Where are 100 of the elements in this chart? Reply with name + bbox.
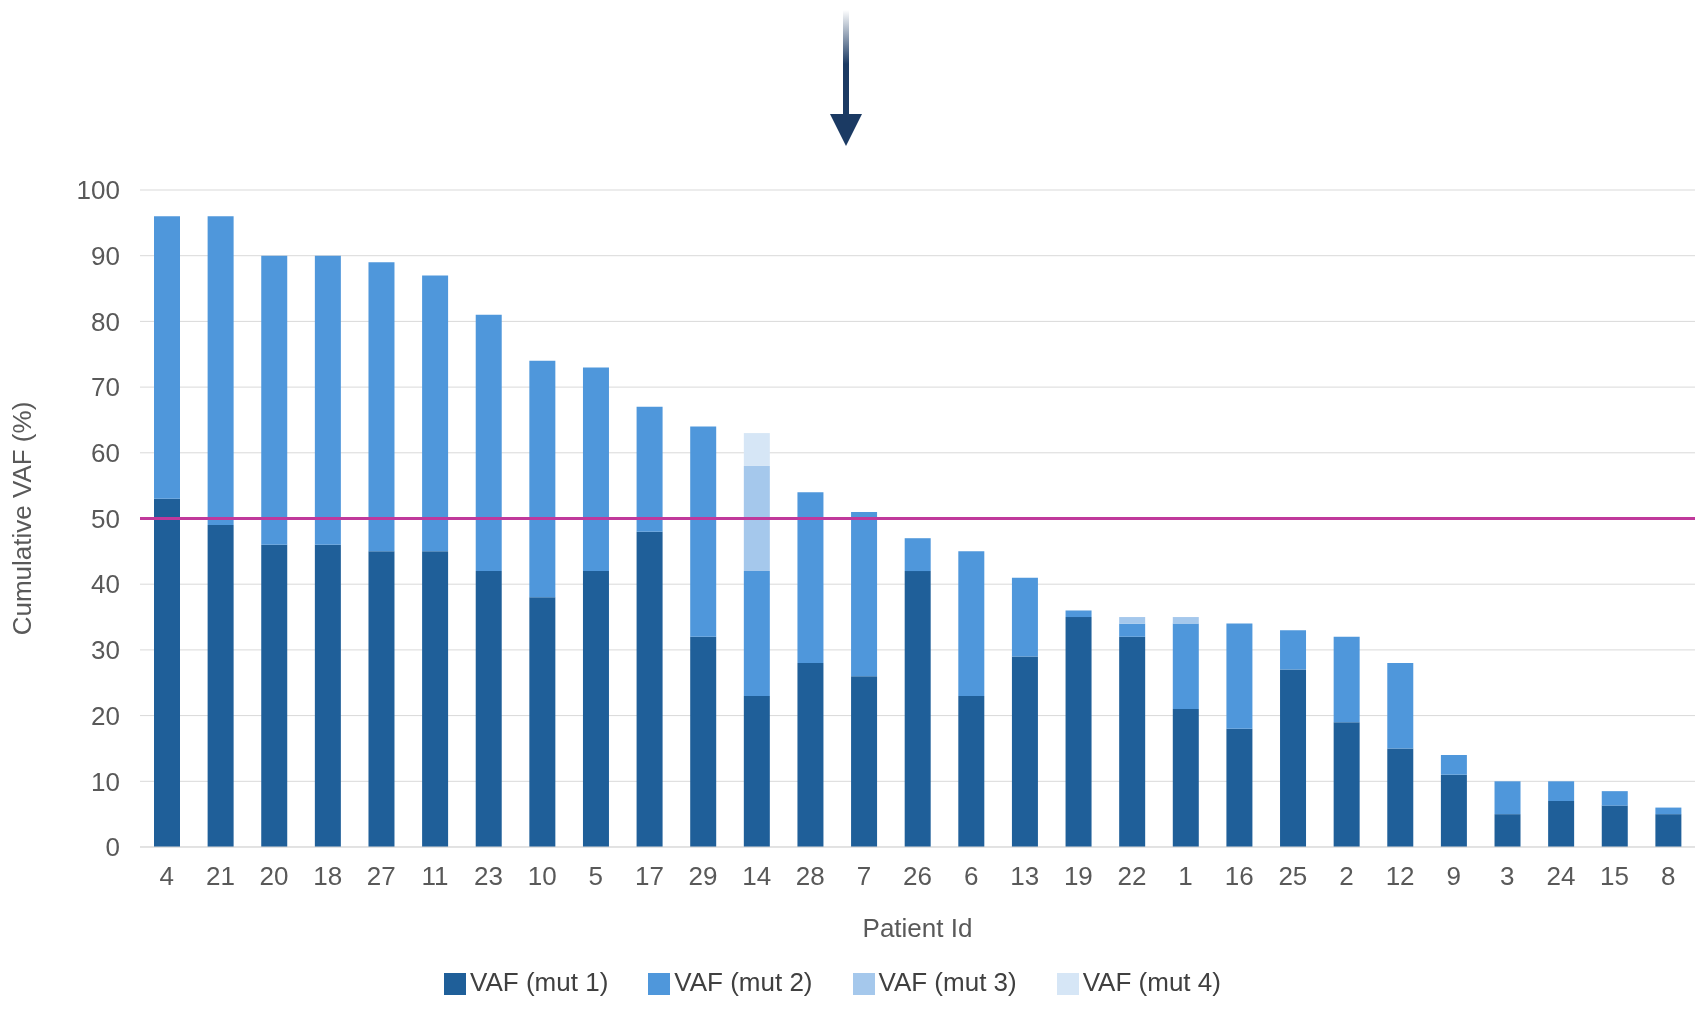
x-tick-label: 18 xyxy=(313,861,343,892)
bar xyxy=(1280,630,1307,670)
x-tick-label: 22 xyxy=(1117,861,1147,892)
x-tick-label: 19 xyxy=(1063,861,1093,892)
x-tick-label: 14 xyxy=(742,861,772,892)
bar xyxy=(261,544,288,847)
bar xyxy=(904,571,931,847)
bar xyxy=(1440,774,1467,847)
bar xyxy=(1226,728,1253,847)
bar xyxy=(636,406,663,532)
x-tick-label: 20 xyxy=(259,861,289,892)
bar xyxy=(1333,722,1360,847)
bar xyxy=(207,525,234,847)
bar xyxy=(368,262,395,552)
x-tick-label: 10 xyxy=(527,861,557,892)
bar xyxy=(1119,636,1146,847)
x-tick-label: 3 xyxy=(1500,861,1515,892)
bar xyxy=(1655,814,1682,847)
bar xyxy=(582,571,609,847)
x-tick-label: 24 xyxy=(1546,861,1576,892)
y-axis-title: Cumulative VAF (%) xyxy=(7,401,38,636)
bar xyxy=(1065,617,1092,847)
x-tick-label: 16 xyxy=(1224,861,1254,892)
bar xyxy=(690,636,717,847)
bar xyxy=(422,275,449,552)
y-tick-label: 20 xyxy=(91,700,120,731)
bar xyxy=(743,695,770,847)
bar xyxy=(1280,669,1307,847)
legend-label: VAF (mut 2) xyxy=(674,967,813,997)
bar xyxy=(1548,781,1575,802)
legend-label: VAF (mut 3) xyxy=(878,967,1017,997)
y-tick-label: 10 xyxy=(91,766,120,797)
x-tick-label: 11 xyxy=(421,861,449,892)
y-tick-label: 40 xyxy=(91,569,120,600)
bar xyxy=(904,538,931,572)
bar xyxy=(1119,617,1146,624)
bar xyxy=(958,695,985,847)
bar xyxy=(1601,805,1628,847)
bar xyxy=(422,551,449,847)
bar xyxy=(529,597,556,847)
x-tick-label: 29 xyxy=(688,861,718,892)
bar xyxy=(1548,801,1575,847)
y-tick-label: 30 xyxy=(91,635,120,666)
bar xyxy=(314,544,341,847)
x-tick-label: 4 xyxy=(159,861,175,892)
bar xyxy=(851,511,878,677)
bar xyxy=(154,498,180,847)
x-tick-label: 6 xyxy=(963,861,979,892)
bar xyxy=(1172,623,1199,710)
y-tick-label: 70 xyxy=(91,372,120,403)
bar xyxy=(743,433,770,466)
bar xyxy=(1011,656,1038,847)
bar xyxy=(1011,577,1038,657)
bar xyxy=(529,360,556,598)
y-tick-label: 90 xyxy=(91,240,120,271)
bar xyxy=(314,255,341,545)
x-tick-label: 21 xyxy=(205,861,235,892)
x-tick-label: 5 xyxy=(588,861,604,892)
bar xyxy=(582,367,609,572)
x-tick-label: 26 xyxy=(903,861,932,892)
y-tick-label: 100 xyxy=(76,175,120,206)
x-tick-label: 27 xyxy=(366,861,396,892)
bar xyxy=(797,663,824,847)
bar xyxy=(958,551,985,696)
bar xyxy=(1655,807,1682,815)
bar xyxy=(1333,636,1360,723)
bar xyxy=(1601,791,1628,806)
bar xyxy=(1440,755,1467,775)
bar xyxy=(1387,663,1414,749)
bar xyxy=(690,426,717,637)
x-tick-label: 23 xyxy=(474,861,503,892)
y-tick-label: 60 xyxy=(91,438,120,469)
x-tick-label: 1 xyxy=(1178,861,1193,892)
bar xyxy=(851,676,878,847)
x-tick-label: 12 xyxy=(1385,861,1415,892)
bar xyxy=(261,255,288,545)
bar xyxy=(475,314,502,572)
x-tick-label: 2 xyxy=(1339,861,1354,892)
legend-label: VAF (mut 4) xyxy=(1082,967,1221,997)
y-tick-label: 0 xyxy=(105,832,120,863)
bar xyxy=(743,571,770,696)
x-tick-label: 25 xyxy=(1278,861,1308,892)
bar xyxy=(636,531,663,847)
y-tick-label: 50 xyxy=(91,503,120,534)
bar xyxy=(797,492,824,664)
x-tick-label: 13 xyxy=(1010,861,1040,892)
bar xyxy=(1172,617,1199,624)
x-tick-label: 15 xyxy=(1600,861,1630,892)
bar xyxy=(1494,814,1521,847)
bar xyxy=(475,571,502,847)
x-tick-label: 17 xyxy=(634,861,664,892)
legend-label: VAF (mut 1) xyxy=(470,967,609,997)
x-tick-label: 9 xyxy=(1446,861,1461,892)
bar xyxy=(1387,748,1414,847)
bar xyxy=(154,216,180,499)
bar xyxy=(1226,623,1253,729)
bar xyxy=(743,465,770,572)
bar xyxy=(1172,709,1199,847)
bar xyxy=(1119,623,1146,637)
x-tick-label: 8 xyxy=(1660,861,1676,892)
